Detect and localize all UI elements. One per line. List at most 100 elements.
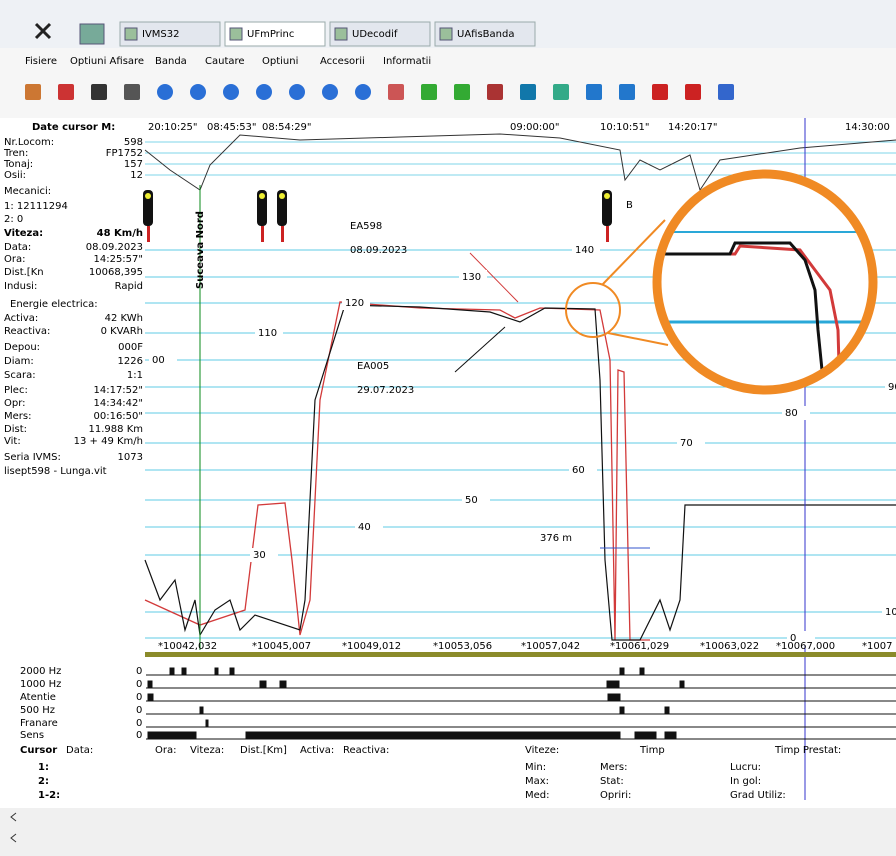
- scrollbars[interactable]: [0, 808, 896, 856]
- annotation-date005: 29.07.2023: [357, 385, 414, 396]
- toolbar-button[interactable]: [388, 84, 404, 100]
- zoom-source: [565, 282, 621, 338]
- arrow-ea005: [454, 326, 506, 373]
- info-value: 42 KWh: [105, 313, 143, 324]
- distance-label: *10061,029: [610, 641, 669, 652]
- mini-trace: [144, 133, 896, 192]
- zoom-lens: [652, 169, 878, 395]
- band-name: 1000 Hz: [20, 679, 61, 690]
- info-value: 157: [124, 159, 143, 170]
- info-value: 12: [130, 170, 143, 181]
- info-label: 2: 0: [4, 214, 23, 225]
- speed-label: 90: [888, 382, 896, 393]
- info-label: Opr:: [4, 398, 26, 409]
- info-label: Mecanici:: [4, 186, 51, 197]
- menu-item[interactable]: Optiuni: [262, 56, 298, 67]
- toolbar-button[interactable]: [685, 84, 701, 100]
- tab-label[interactable]: UAfisBanda: [457, 29, 514, 40]
- info-label: Nr.Locom:: [4, 137, 54, 148]
- tab[interactable]: [329, 21, 431, 47]
- summary-speeds: Min:: [525, 762, 546, 773]
- info-value: 598: [124, 137, 143, 148]
- grid-label-bg: [149, 353, 177, 367]
- toolbar-button[interactable]: [25, 84, 41, 100]
- toolbar-button[interactable]: [157, 84, 173, 100]
- summary-times: Opriri:: [600, 790, 631, 801]
- band-pulse: [634, 731, 657, 740]
- toolbar-button[interactable]: [619, 84, 635, 100]
- grid-label-bg: [255, 326, 283, 340]
- info-value: 14:25:57": [93, 254, 143, 265]
- info-value: 13 + 49 Km/h: [74, 436, 143, 447]
- tab-label[interactable]: UFmPrinc: [247, 29, 294, 40]
- signals: [143, 190, 612, 242]
- info-value: 000F: [118, 342, 143, 353]
- toolbar-button[interactable]: [520, 84, 536, 100]
- summary-header: Dist.[Km]: [240, 745, 287, 756]
- grid-label-bg: [572, 243, 600, 257]
- toolbar-button[interactable]: [355, 84, 371, 100]
- menu-item[interactable]: Optiuni Afisare: [70, 56, 144, 67]
- scroll-left[interactable]: [10, 812, 17, 822]
- speed-label: 110: [258, 328, 277, 339]
- toolbar-button[interactable]: [487, 84, 503, 100]
- grid-label-bg: [342, 296, 370, 310]
- info-label: Reactiva:: [4, 326, 50, 337]
- band-pulse: [619, 706, 625, 715]
- summary-header: Data:: [66, 745, 93, 756]
- info-label: Seria IVMS:: [4, 452, 61, 463]
- toolbar-button[interactable]: [454, 84, 470, 100]
- toolbar-button[interactable]: [223, 84, 239, 100]
- info-value: 10068,395: [89, 267, 143, 278]
- tab-label[interactable]: UDecodif: [352, 29, 398, 40]
- toolbar-button[interactable]: [289, 84, 305, 100]
- tab-label[interactable]: IVMS32: [142, 29, 180, 40]
- band-pulse: [245, 731, 621, 740]
- speed-label: 130: [462, 272, 481, 283]
- toolbar-button[interactable]: [553, 84, 569, 100]
- speed-label: 50: [465, 495, 478, 506]
- info-label: Energie electrica:: [10, 299, 98, 310]
- annotation-ea005: EA005: [357, 361, 389, 372]
- toolbar-button[interactable]: [91, 84, 107, 100]
- grid-label-bg: [885, 380, 896, 394]
- menu-item[interactable]: Cautare: [205, 56, 245, 67]
- band-name: Franare: [20, 718, 58, 729]
- summary-header: Timp Prestat:: [774, 745, 841, 756]
- toolbar-button[interactable]: [124, 84, 140, 100]
- speed-label: 70: [680, 438, 693, 449]
- info-value: 11.988 Km: [89, 424, 143, 435]
- close-icon[interactable]: [34, 22, 52, 40]
- distance-label: *10042,032: [158, 641, 217, 652]
- band-pulse: [259, 680, 267, 689]
- band-pulse: [664, 706, 670, 715]
- toolbar-button[interactable]: [190, 84, 206, 100]
- menu-item[interactable]: Fisiere: [25, 56, 57, 67]
- toolbar-button[interactable]: [421, 84, 437, 100]
- summary-header: Viteza:: [190, 745, 224, 756]
- trace-ea005: [144, 304, 896, 641]
- speed-label: 120: [345, 298, 364, 309]
- menu-item[interactable]: Banda: [155, 56, 187, 67]
- scroll-left[interactable]: [10, 833, 17, 843]
- info-label: Osii:: [4, 170, 26, 181]
- toolbar-button[interactable]: [256, 84, 272, 100]
- menu-item[interactable]: Informatii: [383, 56, 431, 67]
- toolbar-button[interactable]: [58, 84, 74, 100]
- grid-label-bg: [250, 548, 278, 562]
- toolbar-button[interactable]: [586, 84, 602, 100]
- menu-item[interactable]: Accesorii: [320, 56, 365, 67]
- band-pulse: [606, 680, 620, 689]
- grid-label-bg: [787, 631, 815, 645]
- distance-label: *10053,056: [433, 641, 492, 652]
- band-value: 0: [136, 692, 142, 703]
- grid-label-bg: [569, 463, 597, 477]
- toolbar-button[interactable]: [718, 84, 734, 100]
- band-pulse: [147, 680, 153, 689]
- info-label: Dist:: [4, 424, 27, 435]
- band-pulse: [607, 693, 621, 702]
- toolbar-button[interactable]: [322, 84, 338, 100]
- toolbar-button[interactable]: [652, 84, 668, 100]
- band-pulse: [229, 667, 235, 676]
